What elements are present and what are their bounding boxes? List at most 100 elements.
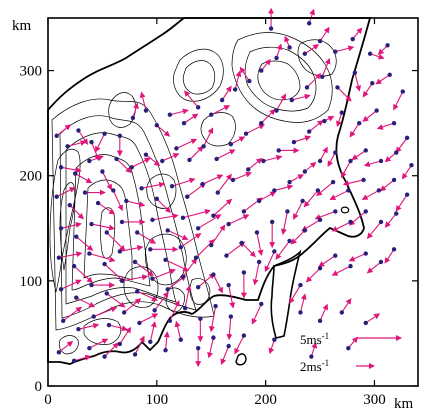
station-point [213, 303, 218, 309]
wind-vector [305, 267, 321, 283]
wind-vector [331, 221, 351, 232]
wind-vector [60, 221, 82, 229]
station-point [285, 209, 290, 214]
station-point [211, 335, 216, 340]
wind-vector [274, 184, 294, 191]
station-point [230, 177, 236, 183]
station-point [333, 150, 338, 155]
station-point [132, 352, 138, 357]
wind-vector [62, 306, 83, 322]
station-point [165, 287, 170, 292]
wind-vector [352, 27, 363, 40]
wind-vector [89, 252, 116, 263]
wind-vector [104, 342, 119, 357]
wind-vector [228, 214, 250, 225]
wind-vector [183, 113, 199, 124]
station-point [129, 165, 134, 170]
station-point [56, 350, 62, 355]
station-point [152, 308, 157, 313]
station-point [370, 80, 375, 86]
wind-vector [264, 251, 275, 273]
wind-vector [101, 171, 112, 191]
station-point [376, 188, 382, 193]
station-point [65, 144, 70, 149]
station-point [61, 318, 66, 324]
station-point [58, 165, 64, 170]
station-point [180, 274, 186, 279]
wind-vector [363, 160, 382, 168]
station-point [363, 251, 368, 256]
station-point [272, 337, 277, 342]
station-point [352, 70, 358, 75]
wind-vector [260, 59, 271, 71]
station-point [274, 108, 279, 113]
wind-vector [106, 232, 126, 252]
station-point [163, 348, 168, 353]
station-point [180, 215, 186, 220]
wind-vector [126, 200, 146, 208]
station-point [87, 251, 92, 256]
station-point [200, 181, 205, 187]
wind-vector [319, 146, 328, 162]
station-point [187, 157, 192, 163]
wind-vector [75, 236, 94, 251]
wind-vector [169, 108, 189, 116]
station-point [104, 291, 109, 296]
wind-vector [247, 157, 263, 170]
wind-vector [258, 191, 277, 202]
wind-vector [232, 171, 252, 181]
station-point [339, 110, 345, 115]
legend-arrows [356, 335, 402, 369]
wind-vector [268, 339, 275, 355]
y-tick-label: 100 [20, 274, 43, 290]
station-point [333, 209, 338, 214]
station-point [82, 190, 88, 195]
station-point [391, 120, 397, 126]
wind-vector [149, 321, 157, 342]
station-point [95, 200, 101, 206]
wind-vector [73, 265, 93, 284]
wind-vector [256, 232, 264, 256]
station-point [226, 282, 231, 288]
station-point [215, 190, 220, 195]
wind-vector [395, 137, 408, 154]
wind-vector [310, 342, 318, 357]
station-point [148, 339, 153, 345]
wind-vector [180, 233, 202, 248]
station-point [148, 247, 153, 252]
wind-vector [119, 326, 132, 345]
wind-vector [89, 155, 104, 162]
wind-vector [156, 124, 171, 137]
wind-vector [304, 161, 317, 172]
station-point [298, 310, 303, 315]
wind-vector [95, 133, 106, 153]
station-point [232, 87, 238, 92]
wind-vector [319, 26, 330, 42]
station-point [339, 310, 345, 315]
wind-vector [56, 187, 76, 198]
station-point [195, 284, 201, 290]
wind-vector [184, 90, 199, 108]
wind-vector [384, 152, 397, 163]
wind-vector [210, 224, 226, 246]
wind-vector [316, 181, 334, 197]
station-point [150, 217, 155, 223]
wind-vector [384, 249, 395, 264]
wind-vector [89, 338, 109, 349]
station-point [241, 270, 247, 275]
station-point [100, 169, 105, 174]
wind-vector [139, 313, 159, 324]
station-point [198, 316, 203, 321]
station-point [348, 158, 353, 164]
wind-vector [314, 210, 336, 220]
coastline [47, 17, 372, 365]
station-point [306, 21, 312, 26]
legend: 5ms-1 2ms-1 [300, 331, 402, 374]
station-point [91, 314, 96, 319]
wind-vector [354, 72, 362, 92]
wind-vector [293, 135, 312, 143]
wind-vector [169, 300, 180, 322]
station-point [333, 49, 338, 54]
wind-vector [73, 354, 92, 362]
